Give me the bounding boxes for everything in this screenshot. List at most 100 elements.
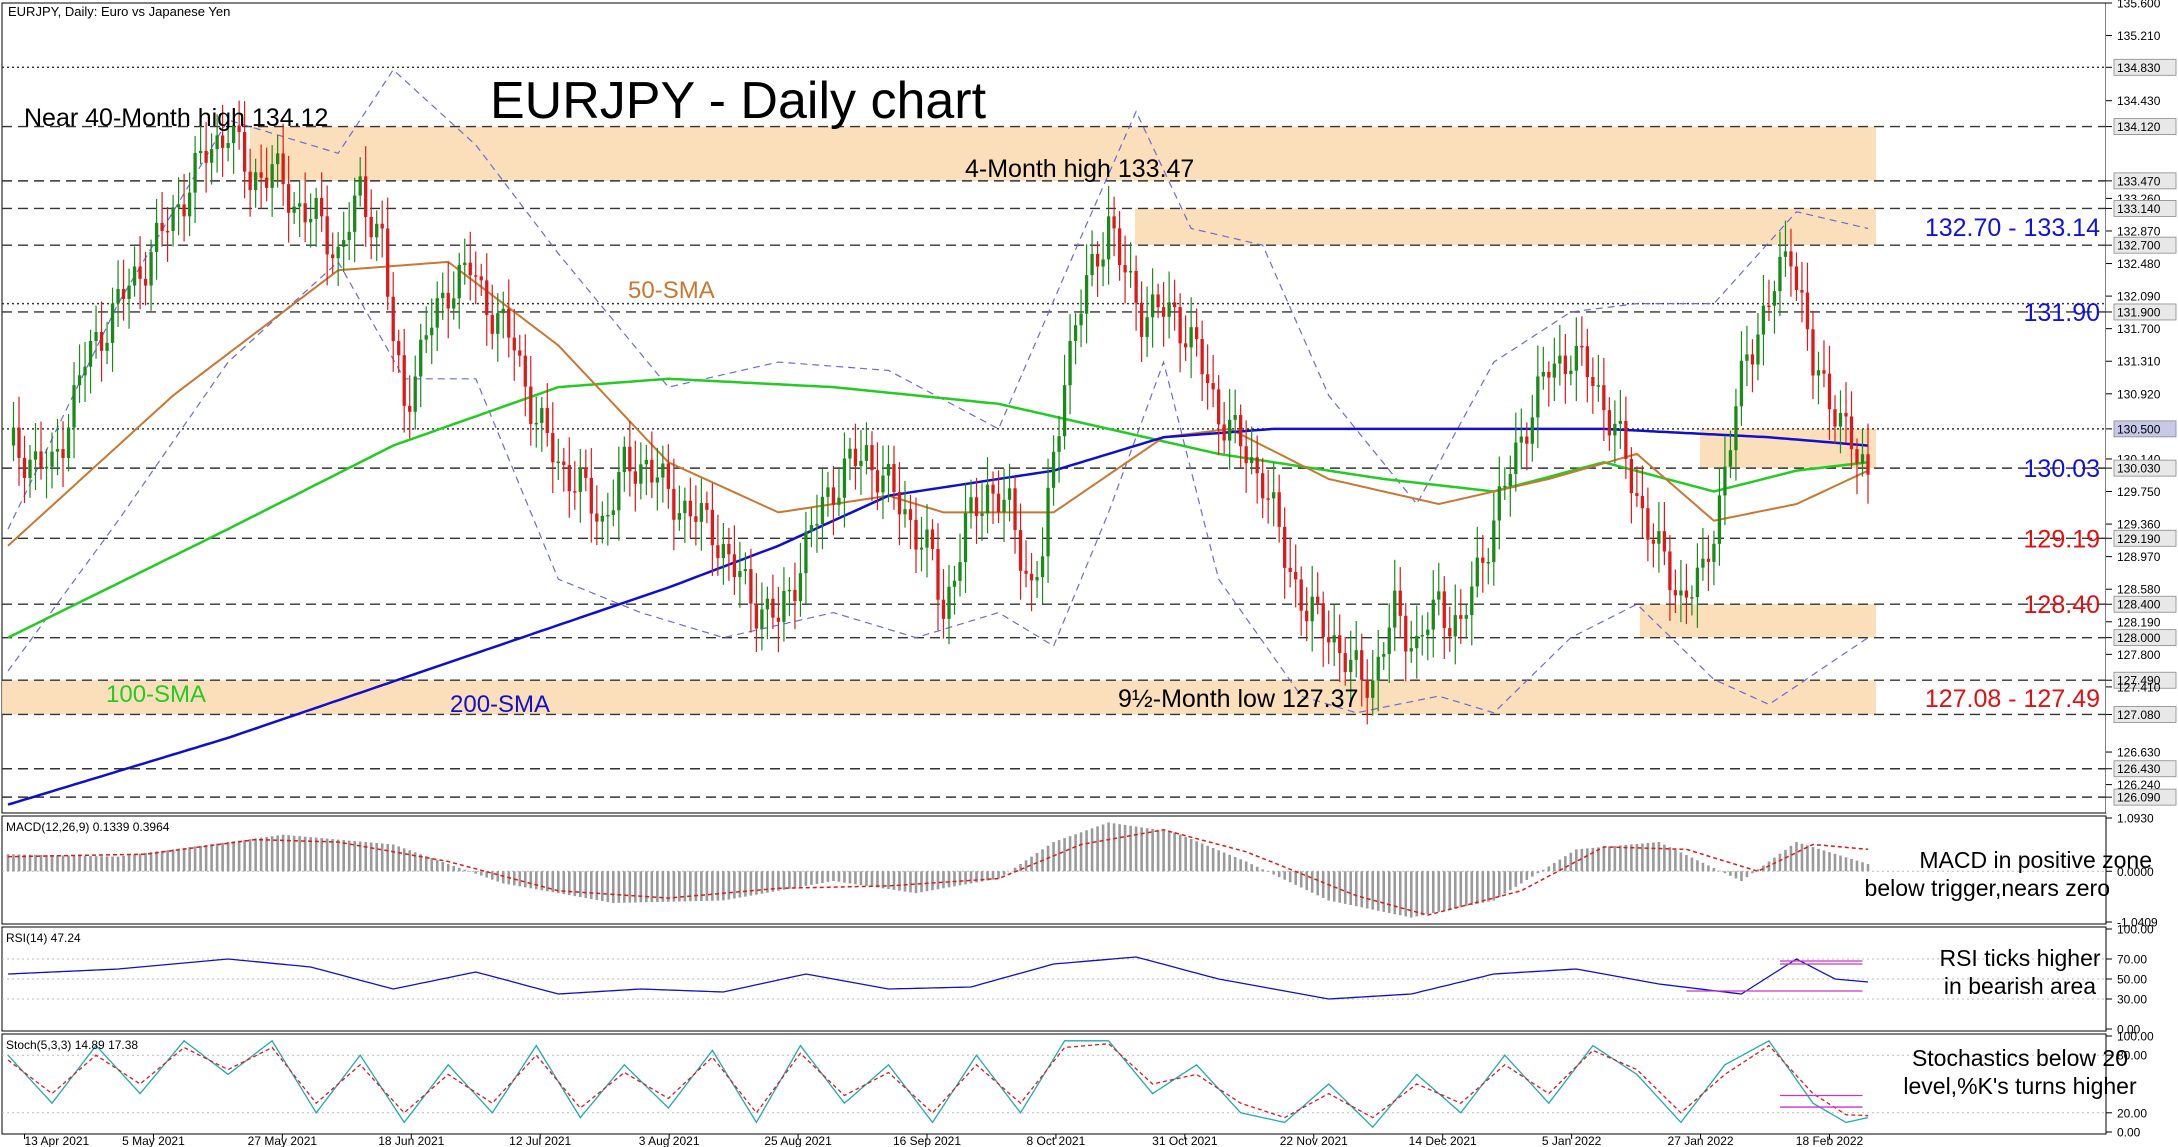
level-label: 130.03 xyxy=(2024,455,2100,483)
stoch-d-line xyxy=(7,1043,1869,1119)
candle-body xyxy=(1068,340,1072,386)
candle-body xyxy=(1189,327,1193,348)
candle-body xyxy=(1629,458,1634,494)
candle-body xyxy=(1651,539,1656,544)
candle-body xyxy=(683,500,687,514)
candle-body xyxy=(1448,628,1452,637)
candle-body xyxy=(441,292,445,299)
candles xyxy=(11,100,1870,725)
candle-body xyxy=(1178,307,1182,344)
candle-body xyxy=(490,314,494,334)
candle-body xyxy=(1849,416,1854,450)
candle-body xyxy=(1508,474,1512,486)
candle-body xyxy=(1426,629,1430,635)
candle-body xyxy=(275,153,280,165)
candle-body xyxy=(1244,446,1248,464)
candle-body xyxy=(110,303,115,343)
price-tick-label: 128.400 xyxy=(2117,598,2161,612)
date-tick-label: 27 Jan 2022 xyxy=(1668,1134,1734,1147)
candle-body xyxy=(864,445,869,461)
candle-body xyxy=(1112,216,1116,229)
candle-body xyxy=(171,207,175,231)
candle-body xyxy=(512,337,516,351)
indicator-tick-label: 50.00 xyxy=(2117,973,2147,987)
candle-body xyxy=(1503,485,1507,488)
candle-body xyxy=(1090,253,1094,276)
candle-body xyxy=(1745,354,1749,361)
price-tick-label: 132.480 xyxy=(2117,257,2161,271)
stoch-plot xyxy=(2,1039,2106,1129)
candle-body xyxy=(1371,680,1375,698)
candle-body xyxy=(1844,412,1848,417)
candle-body xyxy=(666,463,671,489)
candle-body xyxy=(1613,423,1617,436)
candle-body xyxy=(633,471,637,484)
candle-body xyxy=(820,496,825,525)
level-label: 132.70 - 133.14 xyxy=(1925,214,2100,242)
macd-note-2: below trigger,nears zero xyxy=(1865,875,2110,901)
candle-body xyxy=(127,285,131,299)
stoch-note-2: level,%K's turns higher xyxy=(1903,1073,2137,1099)
candle-body xyxy=(402,355,406,406)
candle-body xyxy=(1150,294,1155,318)
candle-body xyxy=(1057,436,1061,452)
price-tick-label: 131.900 xyxy=(2117,305,2161,319)
price-tick-label: 132.090 xyxy=(2117,290,2161,304)
date-tick-label: 25 Aug 2021 xyxy=(764,1134,832,1147)
candle-body xyxy=(1569,370,1573,375)
candle-body xyxy=(1481,557,1485,563)
candle-body xyxy=(963,513,968,563)
candle-body xyxy=(919,547,924,550)
indicator-tick-label: 20.00 xyxy=(2117,1106,2147,1120)
candle-body xyxy=(1062,385,1067,437)
candle-body xyxy=(650,459,654,483)
candle-body xyxy=(55,449,60,452)
candle-body xyxy=(1838,412,1843,427)
candle-body xyxy=(331,254,335,259)
candle-body xyxy=(639,464,643,484)
candle-body xyxy=(749,569,753,604)
sma200-label: 200-SMA xyxy=(450,691,550,718)
stoch-panel: Stoch(5,3,3) 14.89 17.38 Stochastics bel… xyxy=(1,1033,2137,1135)
price-tick-label: 126.630 xyxy=(2117,746,2161,760)
candle-body xyxy=(1360,650,1364,680)
candle-body xyxy=(842,458,847,498)
price-tick-label: 130.030 xyxy=(2117,462,2161,476)
candle-body xyxy=(1106,216,1111,260)
candle-body xyxy=(672,488,676,520)
candle-body xyxy=(165,230,170,233)
candle-body xyxy=(1073,325,1078,341)
candle-body xyxy=(61,449,65,459)
candle-body xyxy=(1299,579,1303,611)
candle-body xyxy=(705,503,709,510)
candle-body xyxy=(1717,495,1722,544)
candle-body xyxy=(1332,635,1336,643)
price-tick-label: 131.700 xyxy=(2117,322,2161,336)
candle-body xyxy=(562,461,566,466)
candle-body xyxy=(881,475,885,493)
date-tick-label: 5 May 2021 xyxy=(122,1134,185,1147)
rsi-note-2: in bearish area xyxy=(1944,973,2096,999)
indicator-tick-label: 100.00 xyxy=(2117,923,2154,937)
candle-body xyxy=(463,262,467,266)
price-tick-label: 134.830 xyxy=(2117,61,2161,75)
candle-body xyxy=(1475,557,1479,587)
price-tag xyxy=(2113,706,2177,723)
sma200-line xyxy=(7,427,1869,806)
rsi-line xyxy=(7,956,1869,1000)
candle-body xyxy=(1134,270,1138,303)
price-tick-label: 127.800 xyxy=(2117,648,2161,662)
candle-body xyxy=(831,487,836,505)
candle-body xyxy=(1607,410,1612,436)
rsi-plot xyxy=(2,956,2106,1000)
candle-body xyxy=(617,472,621,511)
candle-body xyxy=(1250,457,1254,464)
price-tag xyxy=(2113,459,2177,477)
candle-body xyxy=(28,459,32,478)
candle-body xyxy=(809,524,814,532)
level-label: 127.08 - 127.49 xyxy=(1925,685,2100,713)
candle-body xyxy=(1541,371,1545,377)
four-month-high-annotation: 4-Month high 133.47 xyxy=(965,155,1194,183)
main-panel: 135.600 135.210 134.830 134.430 134.120 133.4… xyxy=(1,0,2178,814)
